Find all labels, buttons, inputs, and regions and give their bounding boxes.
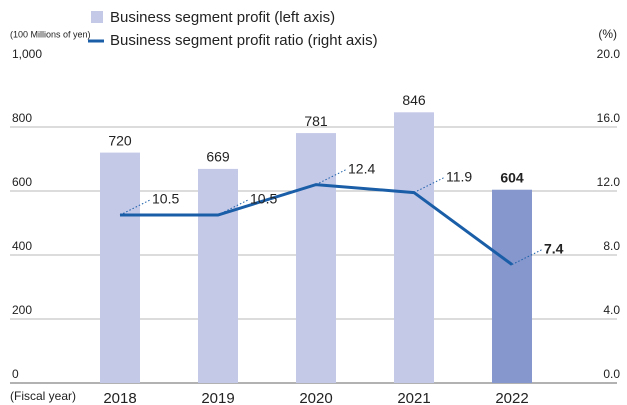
bar — [394, 112, 434, 383]
y-tick-label: 1,000 — [12, 47, 42, 61]
legend-swatch — [91, 11, 103, 23]
x-tick-label: 2022 — [495, 390, 528, 405]
bar-value-label: 781 — [304, 113, 328, 129]
bar — [198, 168, 238, 383]
bar-value-label: 604 — [500, 169, 524, 185]
legend-label: Business segment profit (left axis) — [110, 9, 335, 26]
line-value-label: 10.5 — [152, 191, 179, 207]
y2-tick-label: 4.0 — [603, 303, 620, 317]
y2-tick-label: 0.0 — [603, 367, 620, 381]
left-axis-unit: (100 Millions of yen) — [10, 29, 91, 39]
line-value-label: 7.4 — [544, 240, 564, 256]
bar — [492, 189, 532, 383]
y-tick-label: 0 — [12, 367, 19, 381]
x-tick-label: 2019 — [201, 390, 234, 405]
line-value-label: 12.4 — [348, 160, 375, 176]
y-tick-label: 800 — [12, 111, 32, 125]
line-value-label: 10.5 — [250, 191, 277, 207]
line-value-label: 11.9 — [446, 168, 472, 184]
bar-value-label: 669 — [206, 149, 230, 165]
bar-value-label: 720 — [108, 132, 132, 148]
x-tick-label: 2021 — [397, 390, 430, 405]
right-axis-unit: (%) — [598, 27, 617, 41]
bar-value-label: 846 — [402, 92, 426, 108]
y-tick-label: 200 — [12, 303, 32, 317]
y-tick-label: 400 — [12, 239, 32, 253]
y2-tick-label: 16.0 — [597, 111, 621, 125]
y2-tick-label: 12.0 — [597, 175, 621, 189]
y2-tick-label: 20.0 — [597, 47, 621, 61]
y2-tick-label: 8.0 — [603, 239, 620, 253]
legend-label: Business segment profit ratio (right axi… — [110, 32, 378, 49]
x-axis-label: (Fiscal year) — [10, 389, 76, 403]
bar — [100, 152, 140, 383]
x-tick-label: 2020 — [299, 390, 332, 405]
x-tick-label: 2018 — [103, 390, 136, 405]
y-tick-label: 600 — [12, 175, 32, 189]
bar — [296, 133, 336, 383]
